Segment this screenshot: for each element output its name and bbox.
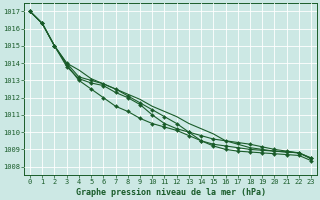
X-axis label: Graphe pression niveau de la mer (hPa): Graphe pression niveau de la mer (hPa): [76, 188, 266, 197]
